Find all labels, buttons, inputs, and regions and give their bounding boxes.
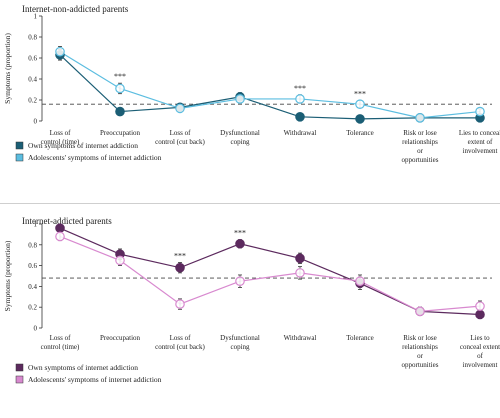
y-tick-label: 0.2 [28,304,37,312]
x-tick-label: involvement [463,147,498,155]
legend-label: Adolescents' symptoms of internet addict… [28,153,162,162]
x-tick-label: of [477,352,484,360]
y-tick-label: 1 [34,13,38,21]
data-point-series-0 [175,262,185,273]
y-axis-label: Symptoms (proportion) [3,240,12,311]
x-tick-label: Tolerance [346,129,374,137]
y-tick-label: 0 [34,325,38,333]
significance-marker: *** [294,84,306,93]
legend-label: Own symptoms of internet addiction [28,363,138,372]
chart-title: Internet-addicted parents [22,216,112,226]
y-tick-label: 0 [34,118,38,126]
y-axis-label: Symptoms (proportion) [3,33,12,104]
legend-swatch [15,153,24,162]
x-tick-label: involvement [463,361,498,369]
x-tick-label: coping [230,343,250,351]
data-point-series-0 [235,238,245,249]
y-tick-label: 0.8 [28,241,37,249]
data-point-series-0 [355,114,365,124]
y-tick-label: 1 [34,221,38,229]
x-tick-label: control (cut back) [155,138,205,146]
data-point-series-1 [355,276,365,286]
series-line-1 [59,51,481,119]
x-tick-label: or [417,147,424,155]
data-point-series-1 [295,94,305,104]
significance-marker: *** [114,72,126,81]
x-tick-label: coping [230,138,250,146]
data-point-series-0 [295,112,305,122]
data-point-series-1 [415,113,425,123]
x-tick-label: Withdrawal [284,334,317,342]
legend-swatch [15,363,24,372]
x-tick-label: Loss of [50,334,71,342]
data-point-series-1 [235,276,245,286]
x-tick-label: conceal extent [460,343,500,351]
x-tick-label: opportunities [402,361,439,369]
data-point-series-1 [475,106,485,117]
data-point-series-1 [415,306,425,317]
chart-panel-addicted: Internet-addicted parents Symptoms (propo… [0,208,500,418]
data-point-series-1 [355,99,365,109]
data-point-series-1 [55,46,65,57]
x-tick-label: Risk or lose [403,334,436,342]
series-line-0 [59,227,481,316]
data-point-series-0 [115,106,125,117]
data-point-series-0 [475,309,485,320]
x-tick-label: Loss of [50,129,71,137]
line-chart-addicted: Internet-addicted parents Symptoms (propo… [3,216,500,384]
legend-swatch [15,141,24,150]
x-tick-label: Tolerance [346,334,374,342]
x-tick-label: control (cut back) [155,343,205,351]
x-tick-label: or [417,352,424,360]
significance-marker: *** [354,90,366,99]
legend-swatch [15,375,24,384]
data-point-series-1 [175,103,185,114]
x-tick-label: extent of [468,138,493,146]
x-tick-label: Lies to conceal [459,129,500,137]
series-line-1 [59,235,481,312]
line-chart-non-addicted: Internet-non-addicted parents Symptoms (p… [3,4,500,164]
x-tick-label: opportunities [402,156,439,164]
data-point-series-1 [55,231,65,242]
series-line-0 [59,54,480,120]
x-tick-label: relationships [402,343,438,351]
x-tick-label: control (time) [41,343,80,351]
x-tick-label: Preoccupation [100,129,141,137]
y-tick-label: 0.4 [28,76,37,84]
x-tick-label: Loss of [170,129,191,137]
significance-marker: *** [174,251,186,260]
x-tick-label: Loss of [170,334,191,342]
x-tick-label: Risk or lose [403,129,436,137]
chart-panel-non-addicted: Internet-non-addicted parents Symptoms (p… [0,0,500,200]
panel-divider [0,203,500,204]
legend-label: Own symptoms of internet addiction [28,141,138,150]
y-tick-label: 0.2 [28,97,37,105]
y-tick-label: 0.4 [28,283,37,291]
x-tick-label: Lies to [470,334,490,342]
x-tick-label: relationships [402,138,438,146]
data-point-series-0 [55,223,65,233]
data-point-series-1 [115,255,125,266]
data-point-series-1 [235,94,245,104]
data-point-series-1 [115,83,125,94]
data-point-series-1 [295,268,305,278]
data-point-series-1 [475,301,485,311]
data-point-series-1 [175,299,185,309]
y-tick-label: 0.8 [28,34,37,42]
x-tick-label: Dysfunctional [220,129,260,137]
y-tick-label: 0.6 [28,262,37,270]
legend-label: Adolescents' symptoms of internet addict… [28,375,162,384]
x-tick-label: Withdrawal [284,129,317,137]
x-tick-label: Dysfunctional [220,334,260,342]
y-tick-label: 0.6 [28,55,37,63]
significance-marker: *** [234,229,246,238]
x-tick-label: Preoccupation [100,334,141,342]
x-tick-label: control (time) [41,138,80,146]
data-point-series-0 [295,253,305,264]
chart-title: Internet-non-addicted parents [22,4,129,14]
